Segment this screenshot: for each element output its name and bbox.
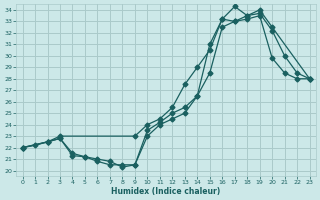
X-axis label: Humidex (Indice chaleur): Humidex (Indice chaleur) [111, 187, 221, 196]
